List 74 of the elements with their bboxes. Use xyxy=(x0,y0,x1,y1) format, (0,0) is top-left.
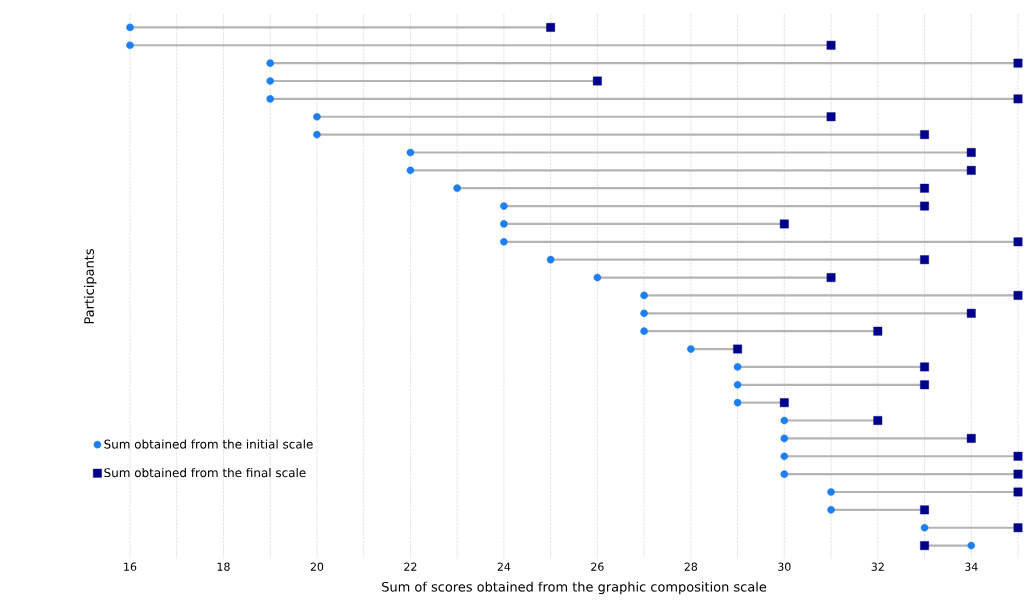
point xyxy=(593,273,602,282)
point xyxy=(500,220,508,228)
point xyxy=(406,148,415,157)
x-tick-label: 22 xyxy=(404,562,417,571)
point xyxy=(406,166,415,175)
x-axis-title: Sum of scores obtained from the graphic composition scale xyxy=(382,581,767,595)
point xyxy=(780,470,789,478)
point xyxy=(826,40,836,50)
point xyxy=(453,184,461,193)
point xyxy=(827,506,835,514)
x-tick-label: 16 xyxy=(124,562,137,571)
point xyxy=(640,309,648,318)
point xyxy=(920,505,929,515)
point xyxy=(967,541,976,550)
point xyxy=(920,130,929,140)
point xyxy=(546,23,556,32)
x-tick-label: 32 xyxy=(871,562,884,571)
point xyxy=(126,41,134,50)
point xyxy=(733,344,742,354)
x-tick-label: 24 xyxy=(497,562,511,571)
point xyxy=(1013,523,1023,533)
point xyxy=(313,112,321,121)
point xyxy=(733,363,742,371)
point xyxy=(780,416,789,425)
point xyxy=(966,148,976,157)
legend-label: Sum obtained from the final scale xyxy=(104,467,306,478)
x-tick-label: 28 xyxy=(684,562,698,571)
point xyxy=(640,291,648,300)
point xyxy=(920,380,929,390)
x-tick-label: 30 xyxy=(778,562,791,571)
legend-label: Sum obtained from the initial scale xyxy=(104,439,313,449)
point xyxy=(266,95,275,103)
point xyxy=(873,326,883,336)
point xyxy=(733,380,742,389)
point xyxy=(920,201,929,211)
x-tick-label: 18 xyxy=(217,562,230,571)
point xyxy=(1013,58,1023,68)
point xyxy=(500,238,508,246)
point xyxy=(920,255,929,265)
point xyxy=(826,273,836,282)
x-tick-label: 34 xyxy=(965,562,978,571)
point xyxy=(733,398,742,407)
point xyxy=(1013,487,1023,497)
x-tick-label: 26 xyxy=(591,562,604,571)
point xyxy=(780,452,789,461)
point xyxy=(500,202,508,210)
point xyxy=(920,523,929,532)
point xyxy=(687,345,695,353)
point xyxy=(826,112,836,122)
point xyxy=(1013,237,1023,247)
point xyxy=(592,76,602,86)
point xyxy=(1013,291,1023,300)
point xyxy=(920,541,929,550)
point xyxy=(780,434,789,443)
point xyxy=(1013,94,1023,104)
point xyxy=(266,59,275,67)
point xyxy=(920,362,929,372)
y-axis-title: Participants xyxy=(83,249,97,324)
x-tick-label: 20 xyxy=(310,562,324,571)
point xyxy=(873,416,883,425)
point xyxy=(779,398,789,408)
point xyxy=(126,23,134,32)
point xyxy=(966,165,976,175)
point xyxy=(266,77,275,85)
point xyxy=(546,255,555,264)
point xyxy=(313,130,321,139)
point xyxy=(920,183,929,193)
point xyxy=(1013,451,1023,461)
point xyxy=(1013,469,1023,479)
point xyxy=(966,308,976,318)
point xyxy=(966,433,976,443)
point xyxy=(640,327,648,335)
point xyxy=(779,219,789,229)
point xyxy=(827,488,835,496)
